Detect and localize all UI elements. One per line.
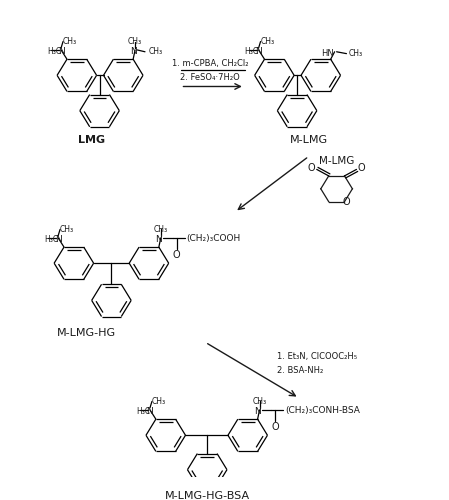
Text: H₃C: H₃C bbox=[136, 407, 150, 416]
Text: O: O bbox=[308, 162, 315, 172]
Text: O: O bbox=[272, 422, 279, 432]
Text: M-LMG-HG-BSA: M-LMG-HG-BSA bbox=[165, 490, 250, 500]
Text: M-LMG: M-LMG bbox=[290, 136, 328, 145]
Text: CH₃: CH₃ bbox=[348, 49, 363, 58]
Text: LMG: LMG bbox=[78, 136, 105, 145]
Text: CH₃: CH₃ bbox=[60, 225, 74, 234]
Text: N: N bbox=[155, 235, 162, 244]
Text: O: O bbox=[358, 162, 365, 172]
Text: N: N bbox=[57, 48, 64, 56]
Text: M-LMG-HG: M-LMG-HG bbox=[57, 328, 116, 338]
Text: N: N bbox=[55, 235, 62, 244]
Text: N: N bbox=[130, 48, 136, 56]
Text: HN: HN bbox=[321, 49, 334, 58]
Text: N: N bbox=[254, 407, 261, 416]
Text: H₃C: H₃C bbox=[47, 48, 62, 56]
Text: CH₃: CH₃ bbox=[128, 37, 142, 46]
Text: O: O bbox=[343, 196, 350, 206]
Text: CH₃: CH₃ bbox=[152, 397, 166, 406]
Text: CH₃: CH₃ bbox=[63, 37, 77, 46]
Text: CH₃: CH₃ bbox=[252, 397, 267, 406]
Text: 1. m-CPBA, CH₂Cl₂: 1. m-CPBA, CH₂Cl₂ bbox=[172, 58, 248, 68]
Text: (CH₂)₃COOH: (CH₂)₃COOH bbox=[186, 234, 241, 243]
Text: M-LMG: M-LMG bbox=[319, 156, 354, 166]
Text: N: N bbox=[255, 48, 262, 56]
Text: CH₃: CH₃ bbox=[149, 48, 163, 56]
Text: 2. FeSO₄·7H₂O: 2. FeSO₄·7H₂O bbox=[180, 72, 240, 82]
Text: O: O bbox=[173, 250, 180, 260]
Text: CH₃: CH₃ bbox=[260, 37, 275, 46]
Text: H₃C: H₃C bbox=[44, 235, 58, 244]
Text: CH₃: CH₃ bbox=[154, 225, 168, 234]
Text: H₃C: H₃C bbox=[245, 48, 259, 56]
Text: 1. Et₃N, ClCOOC₂H₅: 1. Et₃N, ClCOOC₂H₅ bbox=[277, 352, 357, 360]
Text: (CH₂)₃CONH-BSA: (CH₂)₃CONH-BSA bbox=[285, 406, 360, 416]
Text: N: N bbox=[146, 407, 153, 416]
Text: 2. BSA-NH₂: 2. BSA-NH₂ bbox=[277, 366, 324, 374]
